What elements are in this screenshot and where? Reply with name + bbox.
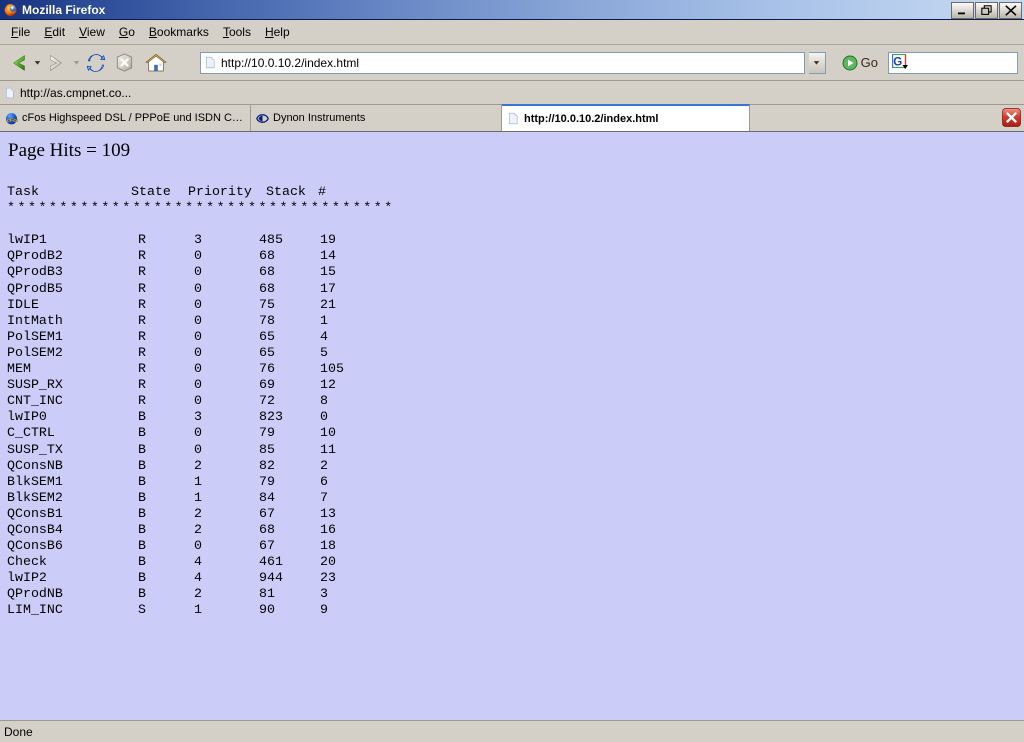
svg-text:G: G	[893, 56, 902, 68]
svg-text:cFos: cFos	[7, 117, 18, 123]
